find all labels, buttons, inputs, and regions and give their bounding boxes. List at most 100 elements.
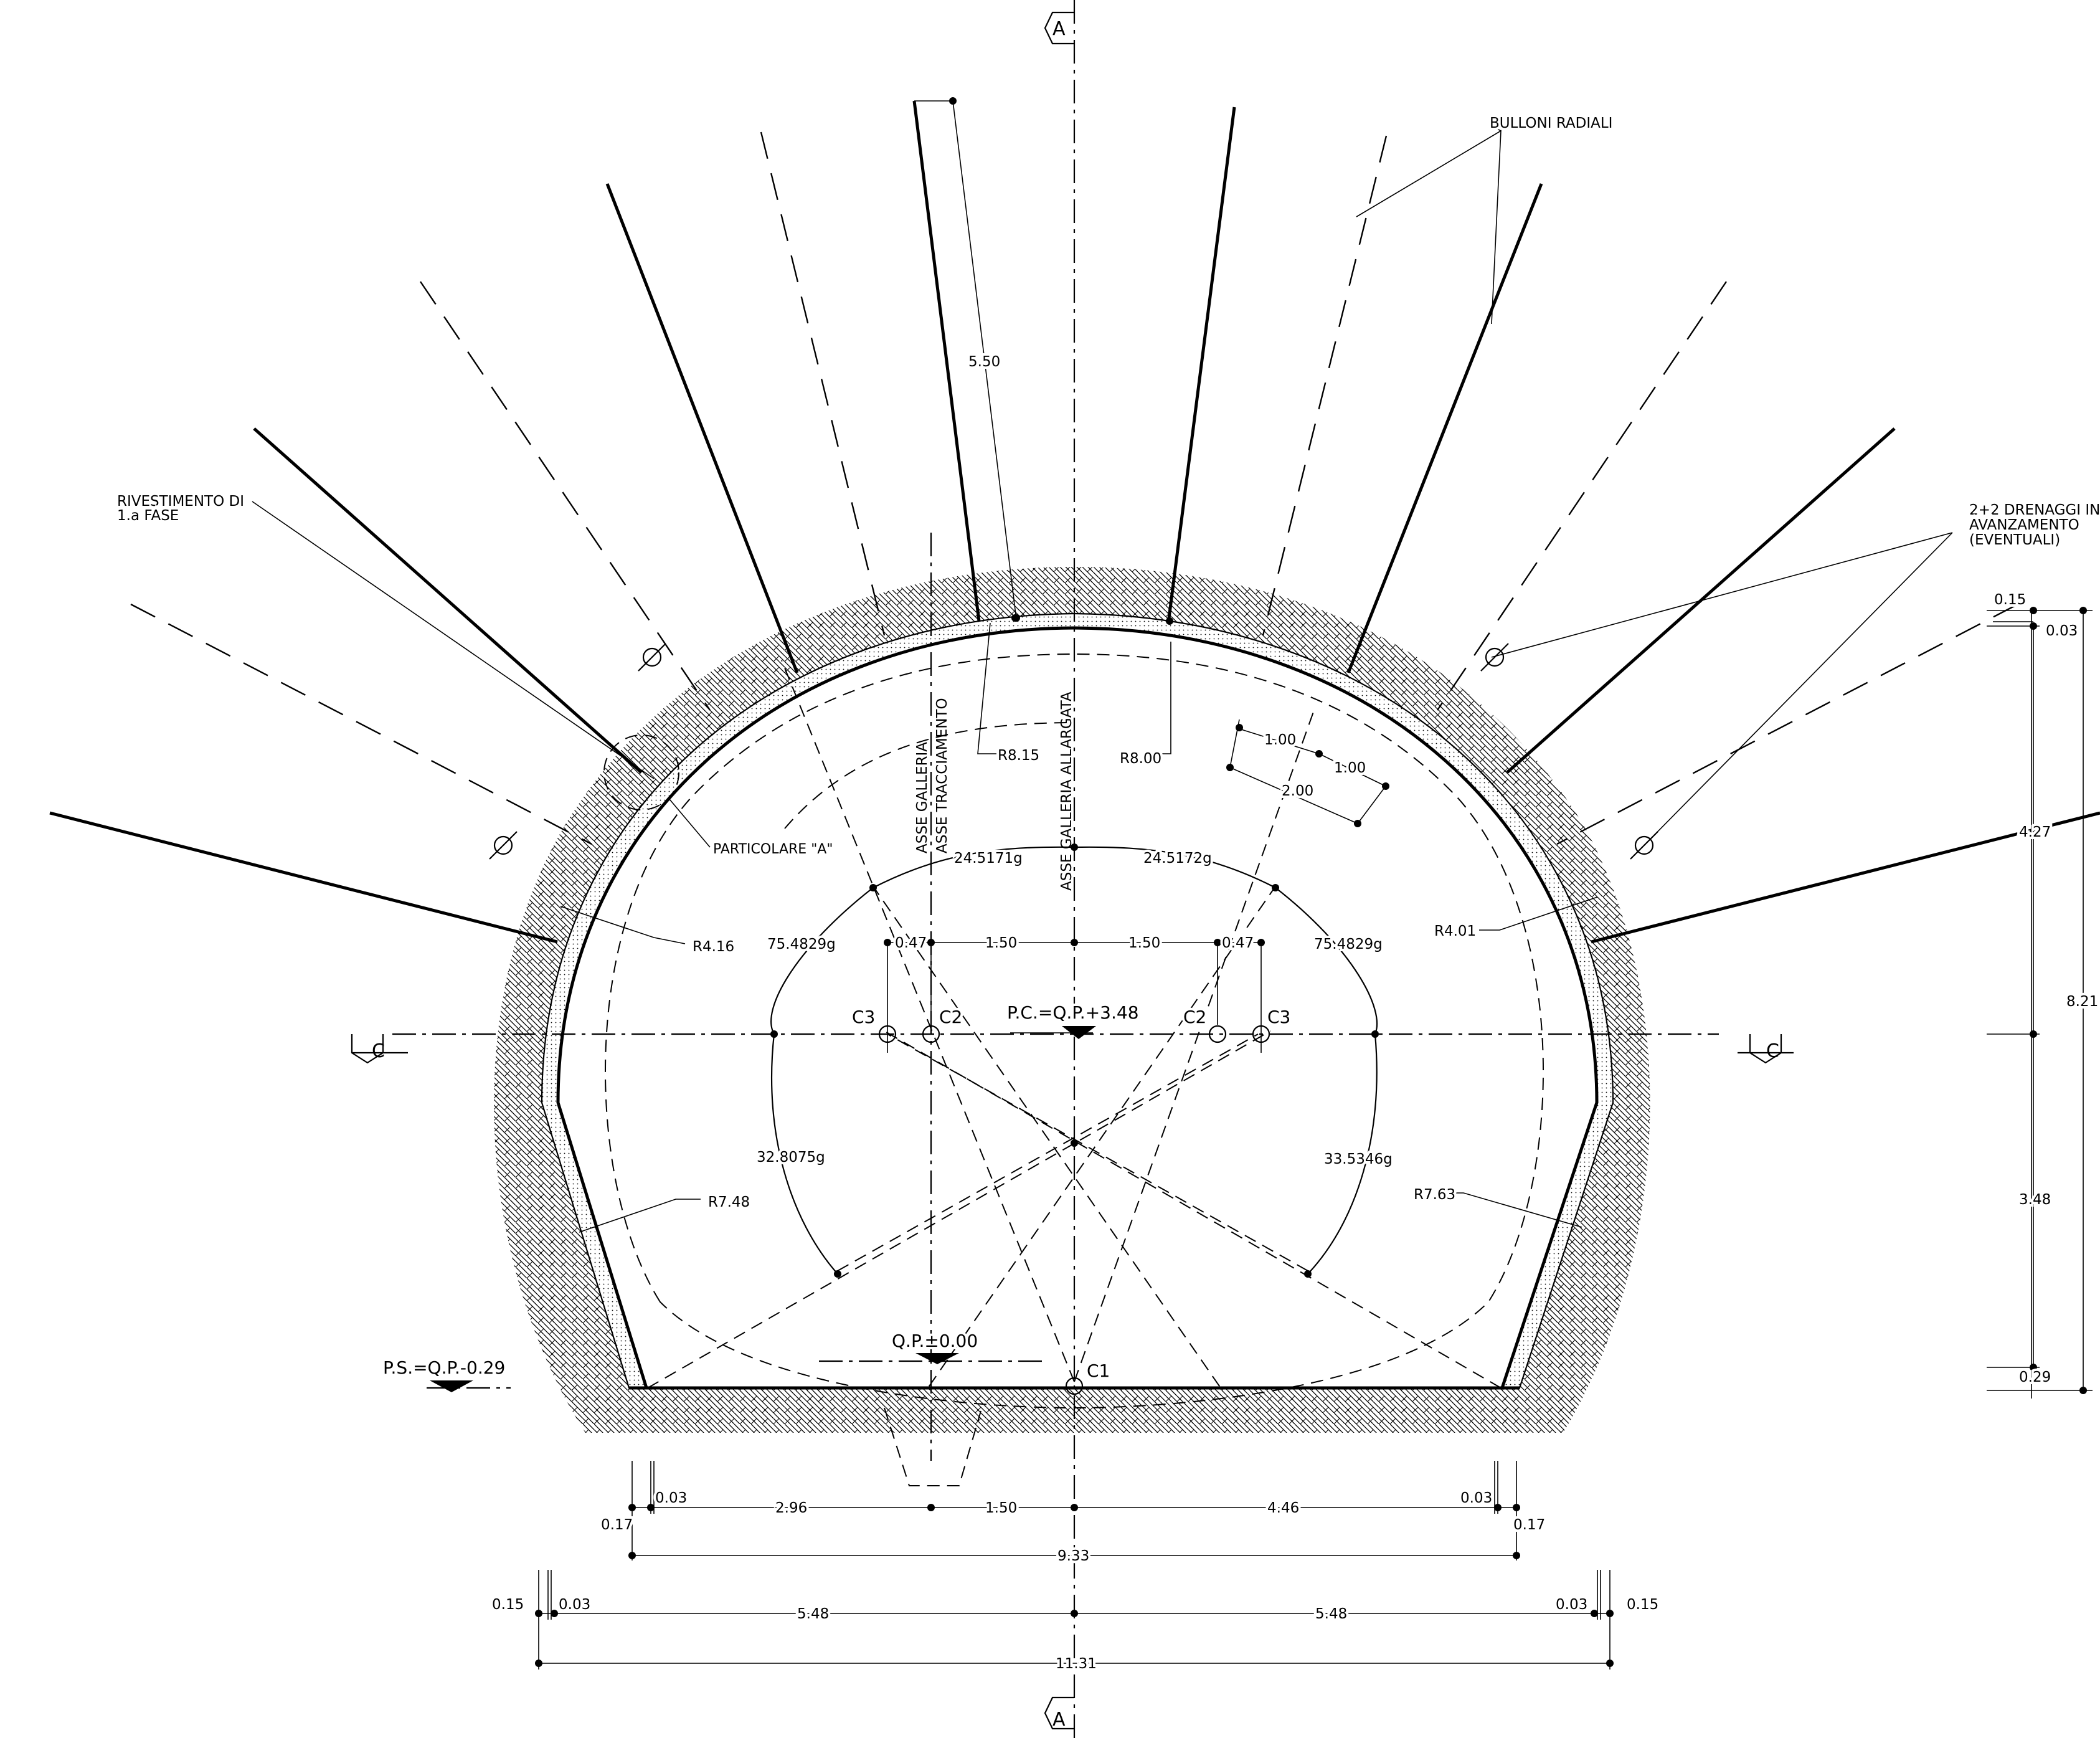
dimension-label: 0.17 [1513, 1517, 1545, 1533]
dimension-label: 0.03 [559, 1597, 590, 1613]
dimension-label: 0.47 [895, 935, 927, 951]
level-markers [427, 1026, 1096, 1392]
asse-allargata-label: ASSE GALLERIA ALLARGATA [1059, 691, 1075, 891]
radius-label: R7.48 [708, 1194, 750, 1210]
bolt-line-dashed [760, 131, 886, 636]
sump-outline [884, 1407, 981, 1486]
angle-label: 24.5171g [954, 850, 1023, 867]
bolt-line [605, 183, 799, 673]
section-label: A [1052, 1709, 1066, 1731]
radial-line [871, 884, 1221, 1389]
dimension-label: 2.96 [775, 1500, 807, 1516]
angle-label: 24.5172g [1143, 850, 1212, 867]
drain-icon [642, 647, 662, 667]
asse-tracciamento-label: ASSE TRACCIAMENTO [934, 698, 950, 853]
radial-line [887, 1033, 1308, 1271]
dimension-label: 0.15 [492, 1597, 524, 1613]
dimension-label: 0.17 [601, 1517, 633, 1533]
angle-arc [770, 887, 874, 1035]
arc-points [770, 614, 1379, 1278]
bulloni-label: BULLONI RADIALI [1490, 115, 1612, 131]
dimension-label: 0.15 [1627, 1597, 1658, 1613]
angle-label: 33.5346g [1324, 1151, 1393, 1167]
dimension-label: 2.00 [1282, 783, 1313, 799]
radius-label: R8.15 [998, 748, 1039, 764]
leader-lines [252, 127, 1953, 1233]
section-marker-top: A [1044, 11, 1074, 45]
radius-label: R8.00 [1120, 751, 1161, 767]
drenaggi-label-2: AVANZAMENTO [1969, 517, 2079, 533]
center-label: C2 [1183, 1007, 1206, 1027]
dimension-label: 0.03 [655, 1490, 687, 1506]
drain-icon [1634, 835, 1654, 855]
enlarged-section-outline [605, 653, 1544, 1409]
section-label: C [1766, 1040, 1779, 1062]
section-label: A [1052, 18, 1066, 40]
radius-label: R4.16 [693, 939, 734, 955]
rivestimento-label-1: RIVESTIMENTO DI [117, 493, 244, 510]
bolt-length-dimension [914, 97, 1020, 622]
radius-label: R7.63 [1414, 1187, 1455, 1203]
dimension-label: 0.47 [1222, 935, 1254, 951]
bolt-spacing-dimensions [1226, 719, 1389, 827]
rivestimento-label-2: 1.a FASE [117, 508, 179, 524]
center-icon [1065, 1377, 1084, 1395]
dimension-label: 1.50 [1128, 935, 1160, 951]
bolt-line [912, 100, 981, 622]
dimension-label: 1.50 [985, 935, 1017, 951]
center-label: C3 [852, 1007, 875, 1027]
dimension-label: 8.21 [2066, 994, 2098, 1010]
dimension-label: 1.00 [1264, 732, 1296, 748]
dimension-label: 5.50 [968, 354, 1000, 370]
inner-dashed-arc [784, 722, 1075, 829]
pc-level-label: P.C.=Q.P.+3.48 [1007, 1002, 1139, 1023]
center-label: C2 [939, 1007, 962, 1027]
radius-label: R4.01 [1434, 923, 1476, 939]
ground-hatch [494, 567, 1650, 1433]
angle-label: 32.8075g [757, 1149, 825, 1166]
dimension-label: 1.50 [985, 1500, 1017, 1516]
dimension-label: 4.27 [2019, 824, 2051, 840]
bottom-dimensions [535, 1461, 1614, 1669]
bolt-line [1166, 107, 1236, 624]
detail-a-circle [603, 734, 679, 810]
radial-line [647, 1030, 1271, 1389]
particolare-label: PARTICOLARE "A" [713, 842, 833, 857]
section-marker-right: C [1738, 1034, 1794, 1064]
dimension-label: 0.03 [1460, 1490, 1492, 1506]
bolt-line-dashed [1437, 281, 1727, 711]
dimension-label: 1.00 [1334, 760, 1366, 776]
bolt-line [253, 427, 643, 774]
right-vertical-dimensions [1987, 607, 2093, 1399]
angle-arc [770, 1033, 838, 1275]
radial-line [781, 660, 1075, 1382]
dimension-label: 0.29 [2019, 1369, 2051, 1385]
bolt-line-dashed [420, 281, 711, 711]
drain-icon [1485, 647, 1505, 667]
drenaggi-label-3: (EVENTUALI) [1969, 532, 2060, 548]
center-label: C3 [1267, 1007, 1290, 1027]
center-icon [922, 1025, 940, 1043]
bolt-line-dashed [1556, 603, 2018, 845]
dimension-label: 0.03 [1556, 1597, 1587, 1613]
center-offset-dimension [884, 939, 1265, 1053]
dimension-label: 9.33 [1057, 1548, 1089, 1564]
bolt-line-dashed [130, 603, 592, 845]
invert-hatch [598, 1388, 1557, 1433]
dimension-label: 0.15 [1994, 592, 2026, 608]
angle-label: 75.4829g [1314, 936, 1383, 952]
angle-arc [1307, 1033, 1378, 1275]
radial-line [837, 1033, 1259, 1271]
section-marker-bottom: A [1044, 1696, 1074, 1731]
bolt-line-dashed [1262, 135, 1388, 636]
radial-line [927, 884, 1277, 1389]
section-marker-left: C [351, 1034, 408, 1064]
drain-icon [493, 835, 513, 855]
drenaggi-label-1: 2+2 DRENAGGI IN [1969, 502, 2100, 518]
ps-level-label: P.S.=Q.P.-0.29 [383, 1357, 505, 1378]
angle-label: 75.4829g [767, 936, 836, 952]
asse-galleria-label: ASSE GALLERIA [914, 742, 930, 853]
radial-bolts [49, 100, 2100, 944]
dimension-label: 0.03 [2046, 623, 2078, 639]
